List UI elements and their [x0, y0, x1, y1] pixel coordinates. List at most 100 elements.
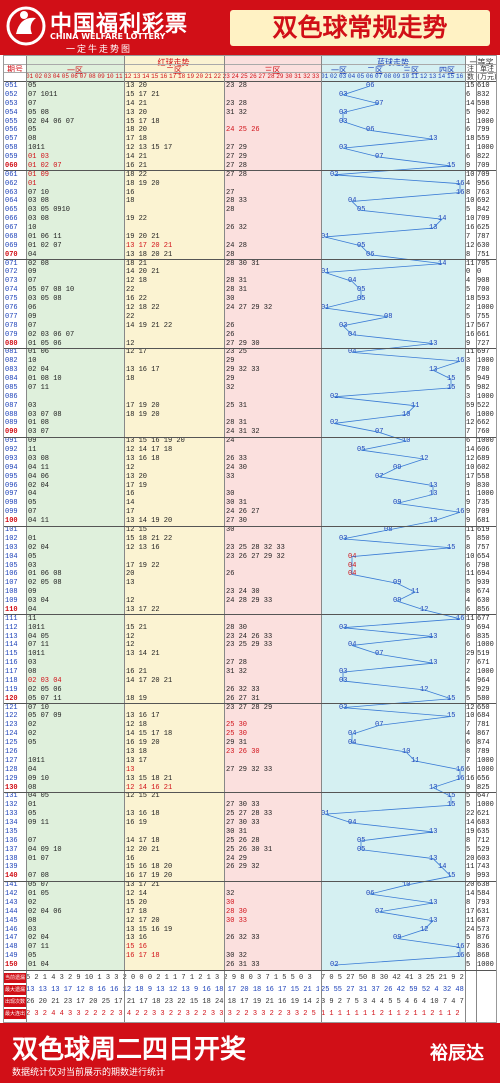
amount-value: 743 — [477, 863, 490, 872]
issue-number: 133 — [5, 810, 18, 819]
amount-value: 522 — [477, 401, 490, 410]
blue-ball-value: 16 — [456, 508, 465, 517]
issue-number: 074 — [5, 286, 18, 295]
issue-number: 067 — [5, 224, 18, 233]
grid-line — [4, 614, 496, 616]
red-zone-2-cell: 12 13 15 17 — [126, 144, 173, 153]
amount-value: 621 — [477, 810, 490, 819]
red-number-header: 30 — [285, 73, 293, 80]
grid-line — [4, 259, 496, 261]
issue-number: 053 — [5, 99, 18, 108]
red-zone-1-cell: 08 — [28, 916, 37, 925]
notes-count: 8 — [466, 588, 471, 597]
amount-value: 789 — [477, 748, 490, 756]
red-zone-2-cell: 18 19 20 — [126, 410, 160, 419]
red-zone-1-cell: 04 05 — [28, 632, 50, 641]
amount-value: 631 — [477, 907, 490, 916]
notes-count: 6 — [466, 410, 471, 419]
red-zone-3-cell: 28 31 — [226, 286, 248, 295]
red-zone-3-cell: 31 32 — [226, 668, 248, 677]
notes-count: 5 — [466, 579, 471, 588]
red-number-header: 12 — [124, 73, 132, 80]
red-zone-3-cell: 27 28 — [226, 161, 248, 170]
notes-count: 5 — [466, 685, 471, 694]
notes-count: 19 — [466, 827, 475, 836]
amount-value: 697 — [477, 348, 490, 357]
blue-number-header: 12 — [420, 73, 428, 80]
red-zone-1-cell: 01 06 11 — [28, 232, 62, 241]
red-zone-2-cell: 12 14 — [126, 890, 148, 899]
red-zone-1-cell: 05 — [28, 499, 37, 508]
red-zone-3-cell: 23 25 29 33 — [226, 641, 273, 650]
amount-value: 1000 — [477, 410, 494, 419]
amount-value: 1000 — [477, 304, 494, 312]
issue-number: 071 — [5, 259, 18, 268]
red-zone-1-cell: 06 — [28, 304, 37, 312]
red-zone-3-cell: 25 31 — [226, 401, 248, 410]
amount-value: 650 — [477, 703, 490, 712]
red-zone-1-cell: 03 04 — [28, 597, 50, 606]
amount-value: 939 — [477, 579, 490, 588]
amount-value: 993 — [477, 872, 490, 881]
red-zone-3-cell: 28 — [226, 250, 235, 259]
red-number-header: 29 — [276, 73, 284, 80]
red-zone-2-cell: 13 20 — [126, 82, 148, 90]
notes-count: 8 — [466, 543, 471, 552]
red-zone-1-cell: 02 — [28, 721, 37, 730]
issue-number: 117 — [5, 668, 18, 677]
red-zone-3-cell: 29 31 — [226, 739, 248, 748]
red-zone-3-cell: 32 — [226, 383, 235, 392]
grid-line — [4, 72, 496, 73]
amount-label: 单注(万元) — [477, 65, 497, 81]
issue-number: 065 — [5, 206, 18, 215]
amount-value: 558 — [477, 472, 490, 481]
red-zone-3-cell: 24 26 27 — [226, 508, 260, 517]
notes-count: 1 — [466, 490, 471, 499]
amount-value: 606 — [477, 446, 490, 455]
stat-row-current-miss: 5 2 1 4 3 2 9 10 1 3 3 2 0 0 0 2 1 1 7 1… — [26, 974, 312, 982]
stat-label-occurrences: 出现次数 — [4, 997, 26, 1007]
red-zone-1-cell: 08 — [28, 135, 37, 144]
red-zone-1-cell: 09 — [28, 437, 37, 446]
red-zone-2-cell: 15 16 18 20 — [126, 863, 173, 872]
issue-number: 135 — [5, 827, 18, 836]
red-zone-2-cell: 17 19 — [126, 481, 148, 490]
blue-stat-current-miss: 7 0 5 27 50 8 30 42 41 3 25 21 9 2 1 — [321, 974, 465, 982]
notes-count: 5 — [466, 934, 471, 943]
notes-count: 12 — [466, 703, 475, 712]
amount-value: 674 — [477, 588, 490, 597]
amount-value: 630 — [477, 241, 490, 250]
amount-value: 787 — [477, 232, 490, 241]
signature: 裕辰达 — [430, 1043, 484, 1064]
red-zone-1-cell: 03 07 08 — [28, 410, 62, 419]
red-zone-3-cell: 30 — [226, 526, 235, 534]
amount-value: 830 — [477, 481, 490, 490]
red-number-header: 11 — [115, 73, 123, 80]
red-zone-1-cell: 04 11 — [28, 517, 50, 526]
red-zone-3-cell: 30 31 — [226, 499, 248, 508]
red-zone-3-cell: 23 24 30 — [226, 588, 260, 597]
red-zone-2-cell: 17 — [126, 508, 135, 517]
amount-value: 964 — [477, 676, 490, 685]
logo-en-text: CHINA WELFARE LOTTERY — [50, 32, 166, 41]
notes-count: 17 — [466, 907, 475, 916]
red-zone-1-cell: 03 08 — [28, 454, 50, 463]
issue-number: 103 — [5, 543, 18, 552]
red-number-header: 28 — [267, 73, 275, 80]
red-zone-2-cell: 15 16 — [126, 943, 148, 952]
red-number-header: 02 — [34, 73, 43, 80]
amount-value: 709 — [477, 161, 490, 170]
red-zone-2-cell: 19 22 — [126, 215, 148, 224]
red-zone-3-cell: 23 25 — [226, 348, 248, 357]
red-zone-2-cell: 13 17 20 21 — [126, 241, 173, 250]
blue-ball-value: 07 — [375, 99, 384, 108]
red-zone-2-cell: 13 14 21 — [126, 650, 160, 659]
blue-ball-value: 13 — [429, 898, 438, 907]
red-zone-1-cell: 03 — [28, 401, 37, 410]
red-zone-1-cell: 02 05 06 — [28, 685, 62, 694]
issue-number: 064 — [5, 197, 18, 206]
issue-number: 144 — [5, 907, 18, 916]
red-zone-3-cell: 27 29 — [226, 153, 248, 162]
grid-line — [4, 347, 496, 349]
